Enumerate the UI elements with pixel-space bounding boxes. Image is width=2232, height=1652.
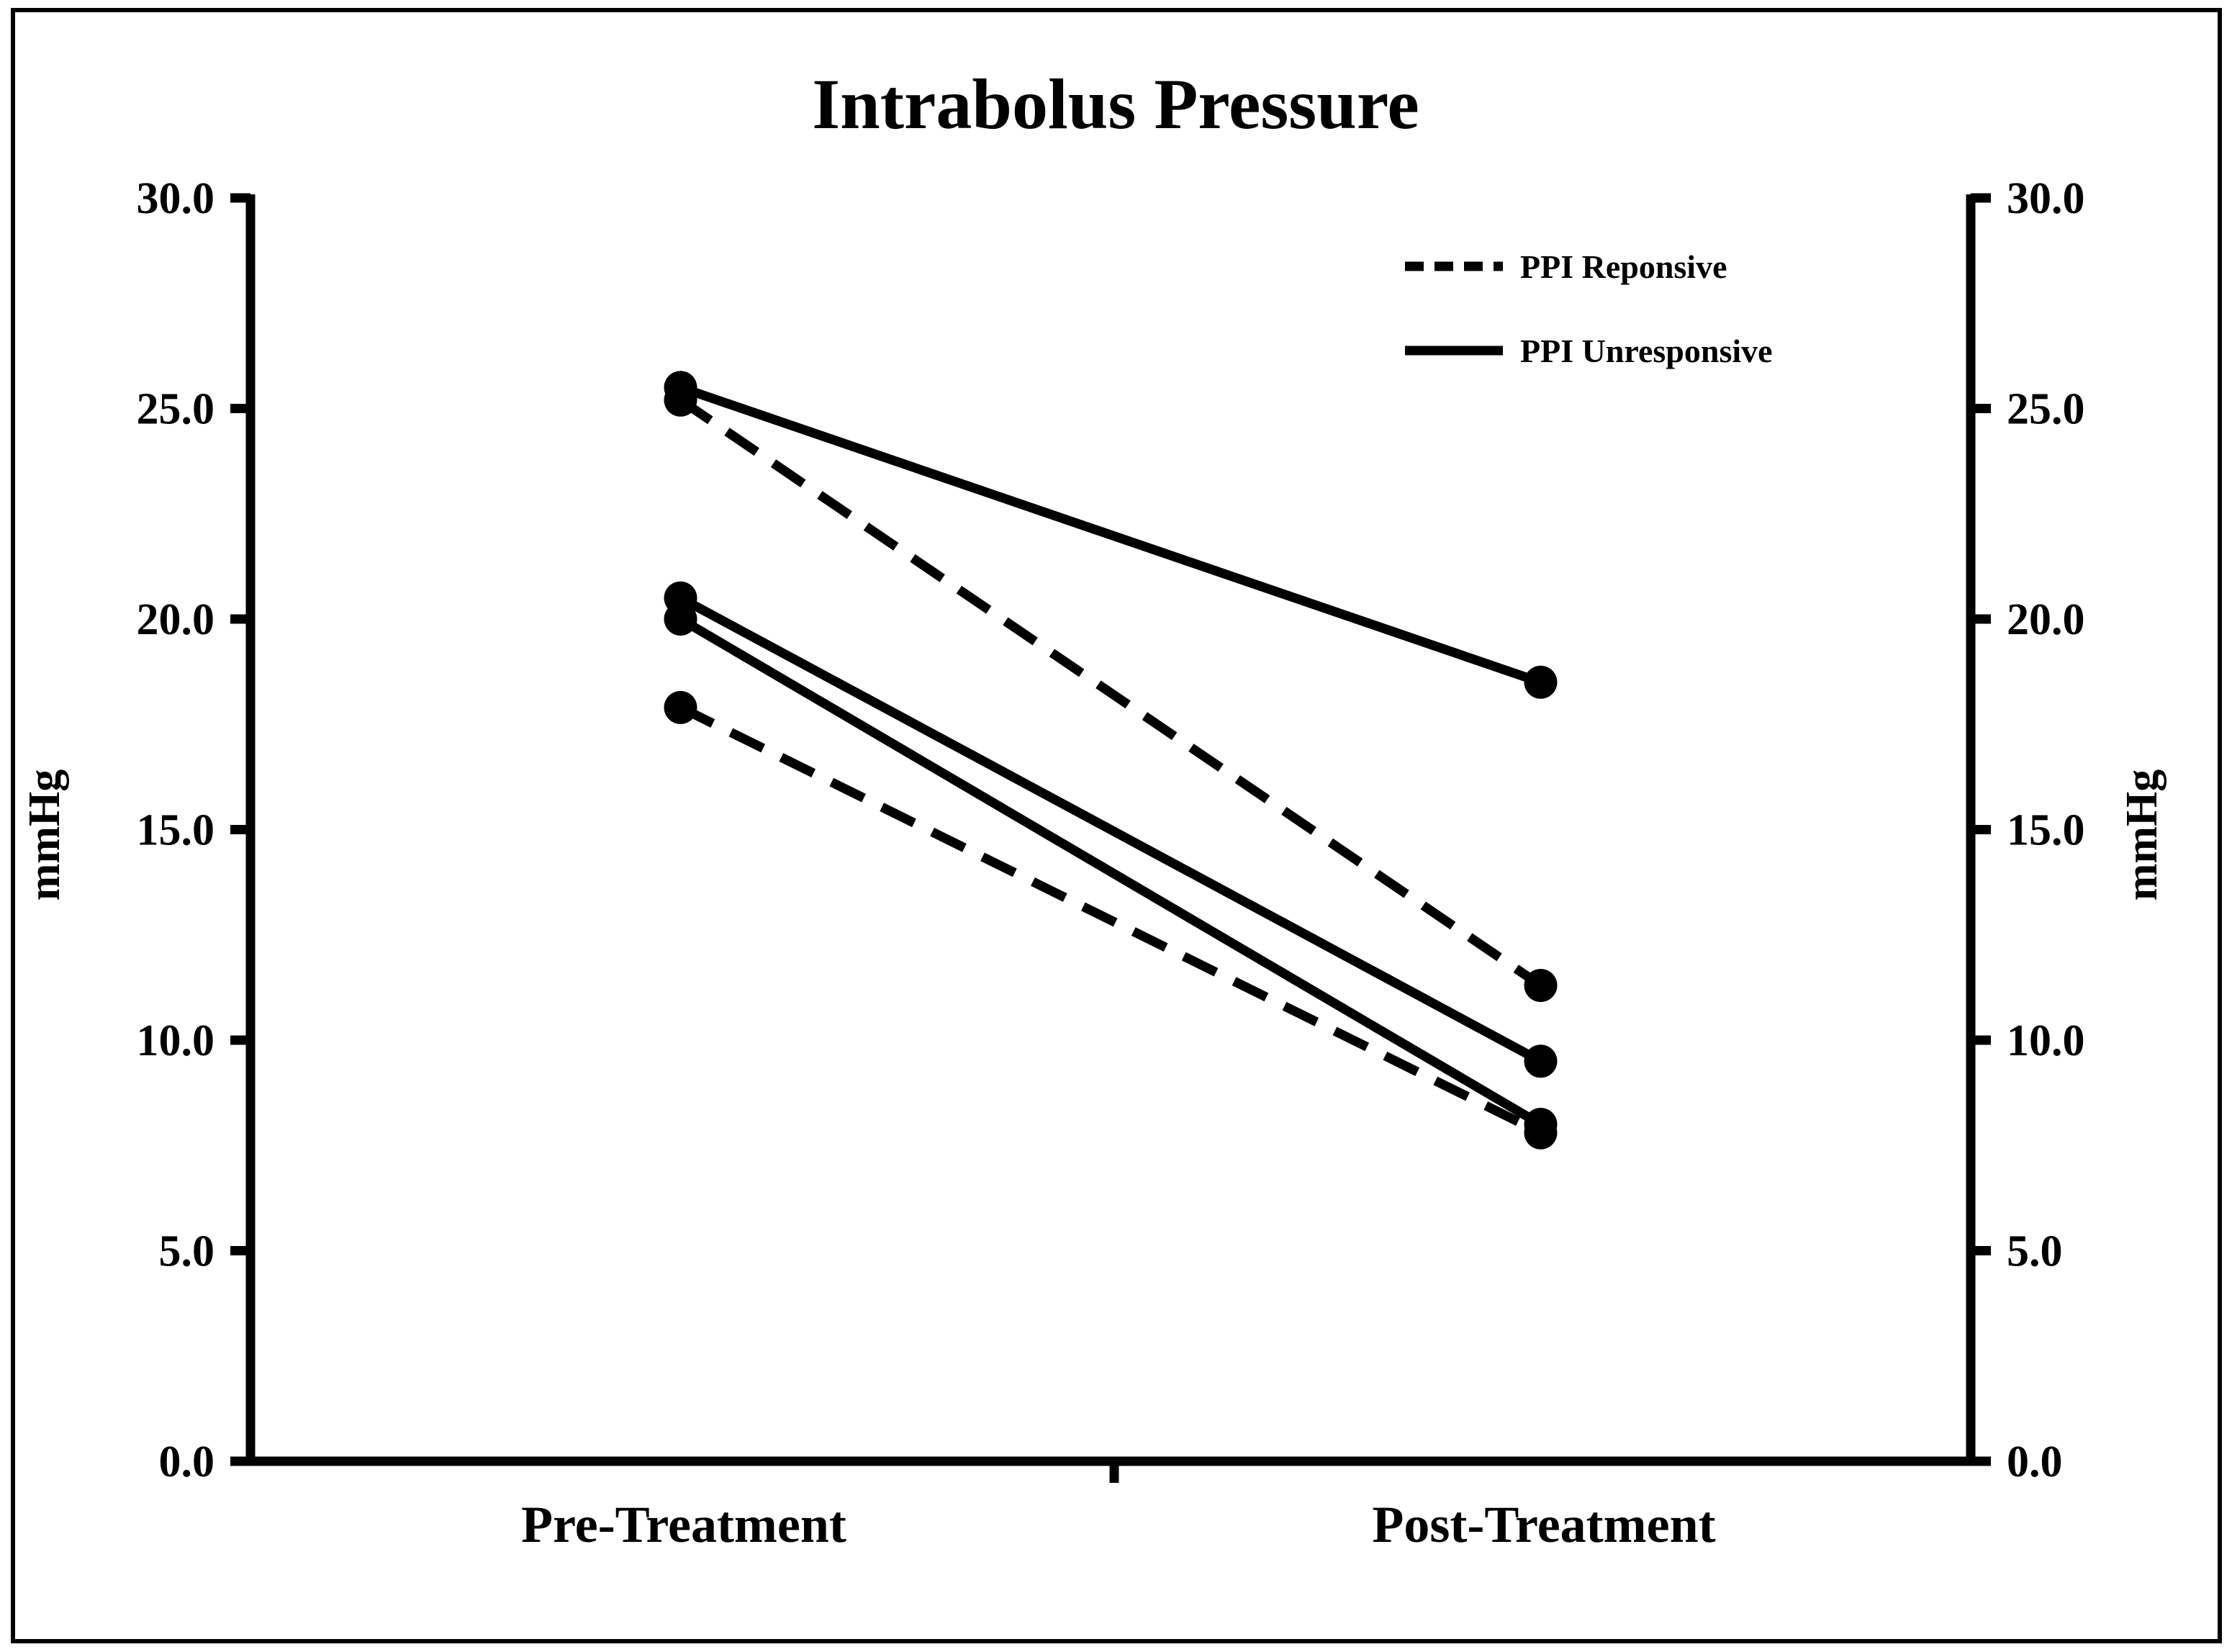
- series: [664, 371, 1558, 1150]
- series-line-solid: [679, 383, 1542, 687]
- y-tick-label-left: 10.0: [137, 1016, 215, 1065]
- chart-title: Intrabolus Pressure: [812, 64, 1419, 144]
- y-tick-label-left: 0.0: [159, 1437, 215, 1486]
- data-point: [1524, 1044, 1558, 1078]
- data-point: [664, 690, 697, 724]
- series-line-dashed: [678, 703, 1543, 1137]
- legend-entry-responsive: PPI Reponsive: [1405, 248, 1727, 285]
- series-line-dashed: [677, 396, 1544, 990]
- y-tick-label-left: 30.0: [137, 174, 215, 223]
- y-ticks: 30.0 30.0 25.0 25.0 20.0 20.0 15.0 15.0 10.0 10.0…: [137, 174, 2085, 1486]
- figure-border: [11, 8, 2222, 1643]
- y-tick-label-right: 30.0: [2007, 174, 2085, 223]
- y-tick-label-left: 15.0: [137, 806, 215, 855]
- data-point: [1524, 1116, 1558, 1150]
- data-point: [664, 602, 697, 636]
- y-tick-label-left: 20.0: [137, 595, 215, 644]
- data-point: [664, 383, 697, 417]
- y-tick-label-right: 5.0: [2007, 1227, 2063, 1276]
- y-tick-label-left: 25.0: [137, 385, 215, 434]
- y-tick-label-right: 0.0: [2007, 1437, 2063, 1486]
- category-label-pre: Pre-Treatment: [521, 1496, 846, 1553]
- y-tick-label-left: 5.0: [159, 1227, 215, 1276]
- series-line-solid: [678, 594, 1543, 1065]
- category-label-post: Post-Treatment: [1372, 1496, 1715, 1553]
- data-point: [1524, 665, 1558, 699]
- legend-entry-unresponsive: PPI Unresponsive: [1405, 333, 1773, 369]
- legend: PPI Reponsive PPI Unresponsive: [1405, 248, 1773, 369]
- y-tick-label-right: 10.0: [2007, 1016, 2085, 1065]
- y-axis-label-left: mmHg: [20, 769, 69, 901]
- series-line-solid: [678, 615, 1543, 1129]
- y-tick-label-right: 20.0: [2007, 595, 2085, 644]
- y-axis-label-right: mmHg: [2118, 769, 2167, 901]
- y-tick-label-right: 25.0: [2007, 385, 2085, 434]
- legend-label-unresponsive: PPI Unresponsive: [1520, 333, 1773, 369]
- y-tick-label-right: 15.0: [2007, 806, 2085, 855]
- data-point: [1524, 968, 1558, 1002]
- legend-label-responsive: PPI Reponsive: [1520, 248, 1727, 285]
